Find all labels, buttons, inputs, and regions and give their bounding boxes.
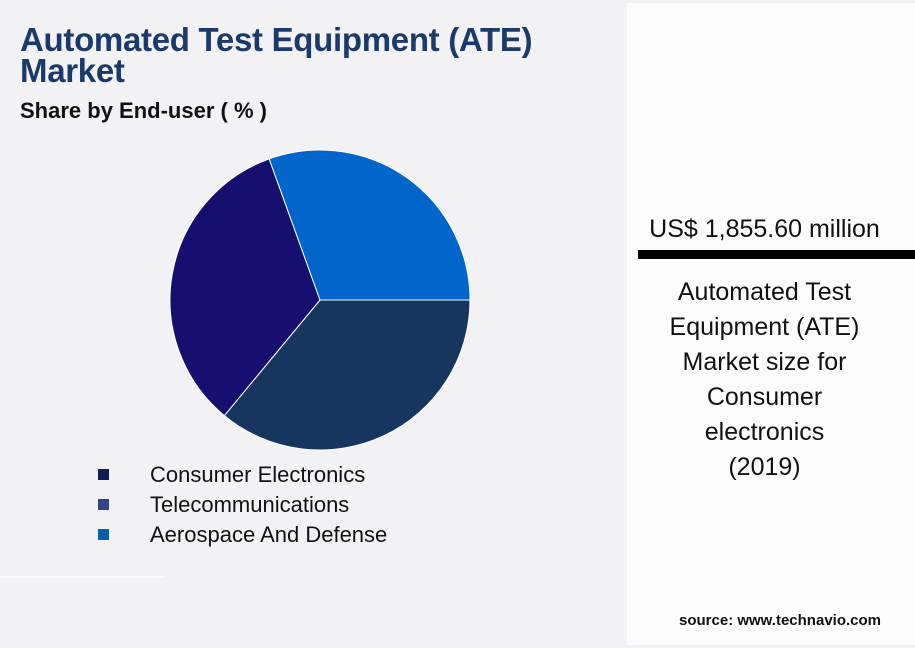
description-line: Market size for [682,348,847,376]
chart-subtitle: Share by End-user ( % ) [20,98,267,123]
market-size-panel: US$ 1,855.60 million Automated Test Equi… [627,3,915,645]
description-line: Consumer [706,383,823,411]
legend-swatch [98,529,109,540]
legend-swatch [98,469,109,480]
divider [0,576,165,578]
divider-bar [638,250,915,259]
description-line: (2019) [728,453,801,481]
pie-slice-aerospace-and-defense [268,149,471,301]
source-text: source: www.technavio.com [679,612,881,629]
market-size-description: Automated Test Equipment (ATE) Market si… [627,275,902,485]
market-size-value: US$ 1,855.60 million [649,215,880,243]
description-line: Equipment (ATE) [669,313,860,341]
description-line: electronics [704,418,825,446]
pie-slice-telecommunications [169,158,321,417]
chart-title: Automated Test Equipment (ATE) Market [20,21,560,89]
chart-title-text: Automated Test Equipment (ATE) Market [20,21,533,89]
legend-label: Telecommunications [150,492,350,517]
legend-label: Consumer Electronics [150,462,366,487]
legend-label: Aerospace And Defense [150,522,388,547]
pie-slice-consumer-electronics [223,299,471,451]
legend-swatch [98,499,109,510]
pie-chart [169,149,471,451]
description-line: Automated Test [677,278,852,306]
